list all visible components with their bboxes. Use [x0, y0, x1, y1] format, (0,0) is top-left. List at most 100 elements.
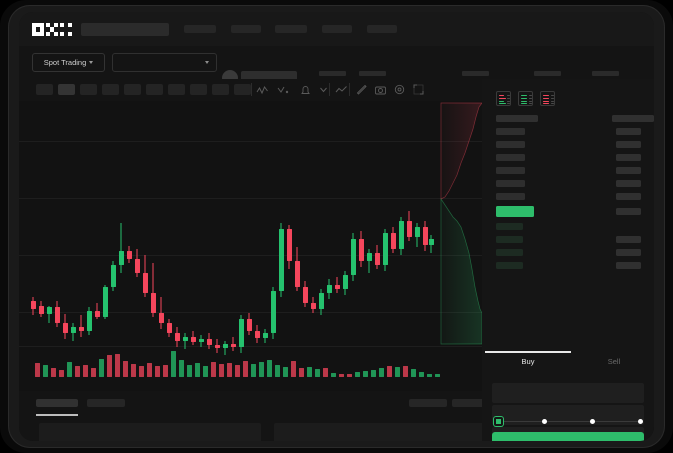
- candle-body: [302, 287, 308, 303]
- timeframe-button-1[interactable]: [36, 84, 53, 95]
- timeframe-button-9[interactable]: [212, 84, 229, 95]
- orderbook-bid-row[interactable]: [496, 249, 523, 256]
- candle-body: [102, 287, 108, 317]
- alert-icon[interactable]: [299, 83, 312, 96]
- percent-step-75[interactable]: [638, 419, 643, 424]
- candlestick: [422, 221, 428, 251]
- nav-item-4[interactable]: [322, 25, 352, 33]
- orderbook-bid-row[interactable]: [496, 236, 523, 243]
- volume-bar: [410, 369, 416, 377]
- orders-tab-1[interactable]: [36, 399, 78, 407]
- candle-body: [374, 253, 380, 265]
- price-field[interactable]: [492, 383, 644, 403]
- candlestick: [414, 223, 420, 247]
- fullscreen-icon[interactable]: [412, 83, 425, 96]
- orderbook-ask-row[interactable]: [496, 154, 525, 161]
- orderbook-ask-row[interactable]: [496, 141, 525, 148]
- chevron-down-icon: [89, 61, 94, 64]
- timeframe-button-6[interactable]: [146, 84, 163, 95]
- okx-logo[interactable]: [32, 23, 72, 36]
- volume-bar: [274, 365, 280, 377]
- candlestick: [46, 306, 52, 323]
- buy-tab-indicator: [485, 351, 571, 353]
- orders-action-2[interactable]: [452, 399, 490, 407]
- toolbar-separator-3: [349, 83, 350, 96]
- candle-body: [222, 344, 228, 348]
- volume-bar: [50, 368, 56, 377]
- orderbook-both-icon[interactable]: [496, 91, 511, 106]
- candle-body: [110, 265, 116, 287]
- ruler-icon[interactable]: [355, 83, 368, 96]
- orderbook-list[interactable]: [482, 115, 654, 291]
- price-chart[interactable]: [19, 101, 482, 391]
- candle-body: [62, 323, 68, 333]
- indicator-icon[interactable]: [256, 83, 269, 96]
- candlestick: [302, 281, 308, 307]
- timeframe-button-3[interactable]: [80, 84, 97, 95]
- timeframe-button-2[interactable]: [58, 84, 75, 95]
- nav-item-1[interactable]: [184, 25, 216, 33]
- trading-pair-select[interactable]: [112, 53, 217, 72]
- orderbook-ask-row[interactable]: [496, 193, 525, 200]
- chevron-down-icon[interactable]: [317, 83, 330, 96]
- orderbook-ask-size: [616, 180, 641, 187]
- candle-body: [350, 239, 356, 275]
- percent-step-0[interactable]: [494, 417, 503, 426]
- percent-slider-track[interactable]: [496, 421, 641, 422]
- orderbook-bids-icon[interactable]: [518, 91, 533, 106]
- tab-buy[interactable]: Buy: [521, 357, 535, 366]
- orderbook-bid-row[interactable]: [496, 262, 523, 269]
- candlestick: [382, 229, 388, 271]
- volume-bar: [82, 365, 88, 377]
- orderbook-current-price[interactable]: [496, 206, 534, 217]
- volume-bar: [234, 365, 240, 377]
- nav-item-2[interactable]: [231, 25, 261, 33]
- search-field[interactable]: [81, 23, 169, 36]
- volume-bar: [394, 367, 400, 377]
- volume-bar: [354, 372, 360, 377]
- compare-icon[interactable]: [277, 83, 290, 96]
- orders-action-1[interactable]: [409, 399, 447, 407]
- volume-bar: [122, 361, 128, 377]
- candlestick: [142, 255, 148, 297]
- volume-bar: [290, 361, 296, 377]
- stat-label: [462, 71, 489, 76]
- timeframe-button-5[interactable]: [124, 84, 141, 95]
- orderbook-asks-icon[interactable]: [540, 91, 555, 106]
- settings-icon[interactable]: [393, 83, 406, 96]
- candlestick: [214, 339, 220, 353]
- volume-bar: [330, 373, 336, 377]
- volume-bar: [138, 366, 144, 377]
- camera-icon[interactable]: [374, 83, 387, 96]
- amount-field[interactable]: [492, 405, 644, 425]
- candlestick: [310, 297, 316, 313]
- candle-body: [414, 227, 420, 237]
- candlestick: [206, 333, 212, 349]
- orderbook-ask-row[interactable]: [496, 180, 525, 187]
- volume-bar: [34, 363, 40, 377]
- spot-trading-dropdown[interactable]: Spot Trading: [32, 53, 105, 72]
- orderbook-bid-size: [616, 249, 641, 256]
- orderbook-ask-row[interactable]: [496, 128, 525, 135]
- timeframe-button-4[interactable]: [102, 84, 119, 95]
- candle-body: [206, 339, 212, 345]
- stat-label: [359, 71, 386, 76]
- tab-sell[interactable]: Sell: [607, 357, 621, 366]
- timeframe-button-7[interactable]: [168, 84, 185, 95]
- orderbook-bid-row[interactable]: [496, 223, 523, 230]
- timeframe-button-8[interactable]: [190, 84, 207, 95]
- candle-body: [262, 333, 268, 338]
- percent-step-50[interactable]: [590, 419, 595, 424]
- timeframe-button-10[interactable]: [234, 84, 251, 95]
- nav-item-5[interactable]: [367, 25, 397, 33]
- candlestick: [246, 313, 252, 335]
- orderbook-ask-row[interactable]: [496, 167, 525, 174]
- candlestick: [62, 314, 68, 339]
- orderbook-ask-size: [616, 128, 641, 135]
- percent-step-25[interactable]: [542, 419, 547, 424]
- line-chart-icon[interactable]: [335, 83, 348, 96]
- orders-tab-2[interactable]: [87, 399, 125, 407]
- nav-item-3[interactable]: [275, 25, 307, 33]
- submit-order-button[interactable]: [492, 432, 644, 441]
